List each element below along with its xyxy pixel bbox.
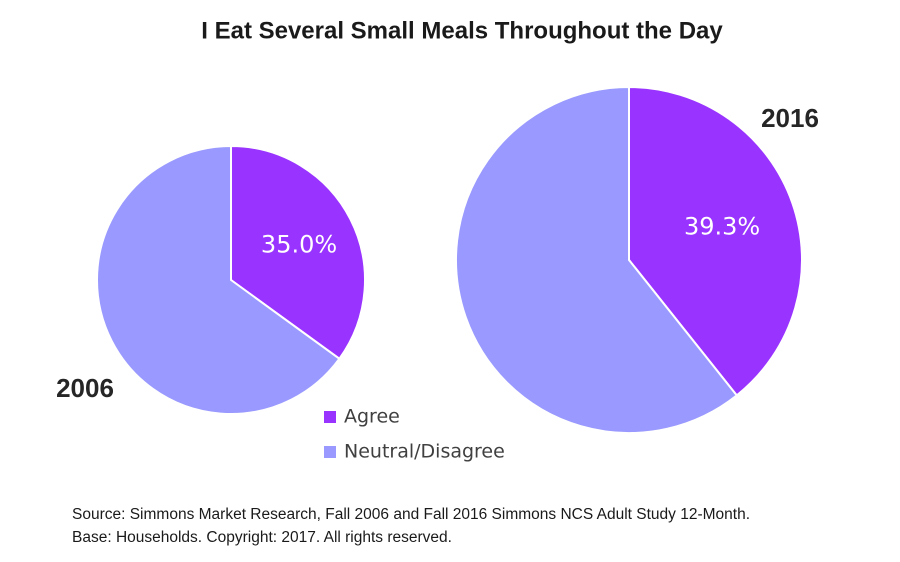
pie-slice bbox=[230, 144, 366, 361]
legend-label: Neutral/Disagree bbox=[344, 441, 505, 463]
legend-swatch bbox=[324, 411, 336, 423]
source-note: Base: Households. Copyright: 2017. All r… bbox=[72, 529, 452, 546]
pie-title: 2006 bbox=[56, 373, 114, 403]
slice-label: 35.0% bbox=[261, 230, 337, 258]
chart-title: I Eat Several Small Meals Throughout the… bbox=[201, 17, 723, 44]
slice-label: 39.3% bbox=[684, 212, 760, 240]
legend-label: Agree bbox=[344, 406, 400, 428]
legend-swatch bbox=[324, 446, 336, 458]
source-note: Source: Simmons Market Research, Fall 20… bbox=[72, 506, 750, 523]
pie-slice bbox=[455, 85, 739, 434]
pie-title: 2016 bbox=[761, 103, 819, 133]
pie-slice bbox=[96, 144, 341, 415]
pie-slice bbox=[628, 85, 803, 397]
